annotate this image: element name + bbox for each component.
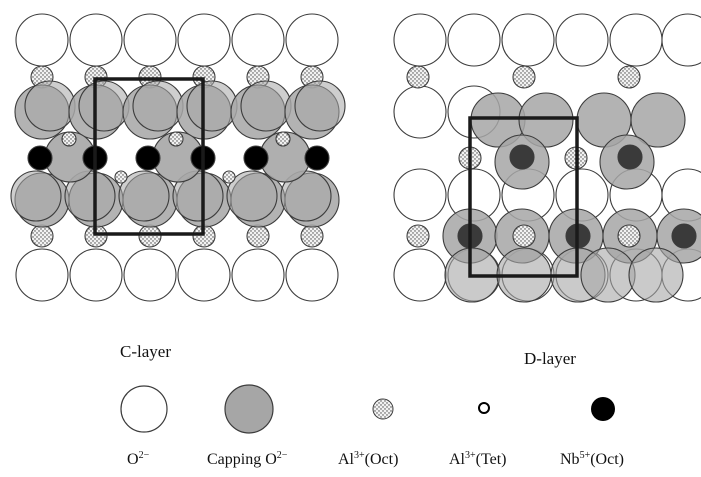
unit-cell-outline	[93, 77, 205, 236]
capping-oxide-ion	[132, 80, 184, 132]
capping-oxide-ion	[240, 80, 292, 132]
oxide-ion	[69, 13, 123, 67]
nb-oct-ion	[243, 145, 269, 171]
capping-oxide-ion	[226, 170, 278, 222]
al-oct-ion	[222, 170, 236, 184]
legend-icons	[120, 384, 615, 434]
oxide-ion	[447, 13, 501, 67]
legend-label-al-oct: Al3+(Oct)	[338, 450, 399, 469]
black-dot-icon	[591, 397, 615, 421]
nb-oct-ion	[304, 145, 330, 171]
nb-oct-ion	[27, 145, 53, 171]
open-circle-icon	[120, 385, 168, 433]
nb-oct-ion	[617, 144, 643, 170]
d-layer-title: D-layer	[524, 349, 576, 368]
oxide-ion	[177, 13, 231, 67]
al-oct-ion	[246, 224, 270, 248]
capping-oxide-ion	[118, 170, 170, 222]
al-oct-ion	[617, 65, 641, 89]
oxide-ion	[177, 248, 231, 302]
al-oct-ion	[406, 65, 430, 89]
oxide-ion	[15, 13, 69, 67]
oxide-ion	[15, 248, 69, 302]
dotted-circle-icon	[372, 398, 394, 420]
al-oct-ion	[512, 224, 536, 248]
oxide-ion	[393, 248, 447, 302]
al-oct-ion	[275, 131, 291, 147]
oxide-ion	[501, 13, 555, 67]
legend-label-al-tet: Al3+(Tet)	[449, 450, 507, 469]
al-oct-ion	[300, 224, 324, 248]
al-oct-ion	[512, 65, 536, 89]
capping-oxide-ion	[294, 80, 346, 132]
al-oct-ion	[406, 224, 430, 248]
al-oct-ion	[168, 131, 184, 147]
oxide-ion	[231, 13, 285, 67]
oxide-ion	[609, 13, 663, 67]
grey-circle-icon	[224, 384, 274, 434]
oxide-ion	[393, 85, 447, 139]
legend-label-oxide: O2−	[127, 450, 150, 469]
capping-oxide-ion	[628, 247, 684, 303]
unit-cell-outline	[468, 116, 579, 278]
legend-label-nb-oct: Nb5+(Oct)	[560, 450, 624, 469]
legend-label-capping: Capping O2−	[207, 450, 288, 469]
oxide-ion	[393, 168, 447, 222]
al-oct-ion	[138, 224, 162, 248]
nb-oct-ion	[509, 144, 535, 170]
al-oct-ion	[114, 170, 128, 184]
nb-oct-ion	[671, 223, 697, 249]
al-oct-ion	[61, 131, 77, 147]
capping-oxide-ion	[518, 92, 574, 148]
oxide-ion	[661, 13, 701, 67]
capping-oxide-ion	[24, 80, 76, 132]
capping-oxide-ion	[630, 92, 686, 148]
d-layer-structure	[393, 13, 701, 303]
small-ring-icon	[478, 402, 490, 414]
oxide-ion	[393, 13, 447, 67]
oxide-ion	[123, 13, 177, 67]
capping-oxide-ion	[78, 80, 130, 132]
nb-oct-ion	[135, 145, 161, 171]
c-layer-title: C-layer	[120, 342, 171, 361]
capping-oxide-ion	[580, 247, 636, 303]
capping-oxide-ion	[10, 170, 62, 222]
oxide-ion	[285, 13, 339, 67]
oxide-ion	[285, 248, 339, 302]
al-oct-ion	[30, 224, 54, 248]
capping-oxide-ion	[186, 80, 238, 132]
oxide-ion	[555, 13, 609, 67]
al-oct-ion	[617, 224, 641, 248]
oxide-ion	[69, 248, 123, 302]
oxide-ion	[231, 248, 285, 302]
c-layer-structure	[10, 13, 346, 302]
oxide-ion	[123, 248, 177, 302]
